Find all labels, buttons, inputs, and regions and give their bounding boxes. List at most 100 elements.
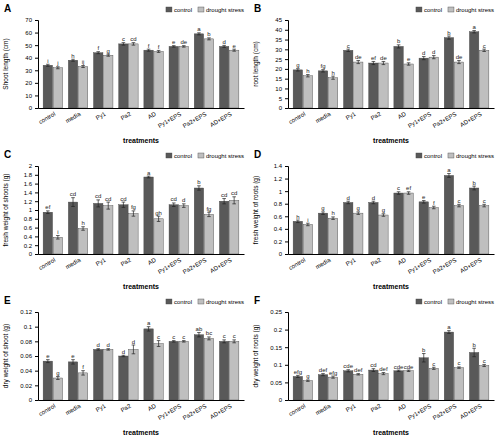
tick-mark [35,83,38,84]
y-axis: 010203040506070 [25,17,38,111]
bar [429,368,438,400]
tick-label: Pa2 [120,111,133,122]
error-bar [457,60,461,63]
tick-label: 0.06 [20,353,32,359]
tick-label: media [64,111,82,125]
tick: 0.06 [20,353,38,359]
bar [169,205,178,254]
legend-item: drought stress [448,7,494,13]
tick: AD [397,108,408,120]
error-bar [306,75,310,77]
letter-label: c [122,36,125,42]
tick-mark [285,59,288,60]
bar [229,50,238,108]
bar [293,221,302,254]
letter-label: e [172,39,176,45]
tick-label: AD+EPS [459,257,483,274]
error-bar [321,374,325,376]
letter-label: a [472,24,476,30]
bar [68,362,77,400]
bar [119,205,128,254]
tick-mark [35,245,38,246]
error-bar [356,374,360,375]
letter-label: g [306,373,309,379]
y-axis: 00.20.40.60.811.21.41.61.82 [24,163,39,257]
error-bar [147,327,151,331]
bar [318,71,327,108]
bar [129,44,138,108]
tick-label: 1.8 [24,172,33,178]
letter-label: f [158,44,160,50]
tick-label: media [314,403,332,417]
bar [53,378,62,400]
error-bar [432,206,436,209]
tick: media [314,108,332,124]
bar [444,38,453,108]
letter-label: g [296,62,299,68]
bar [94,349,103,400]
legend-label: control [174,7,192,13]
letter-label: b [397,38,401,44]
letter-label: bc [206,330,212,336]
tick: Pa2 [370,400,383,413]
tick: 0.12 [20,309,38,315]
error-bar [482,49,486,51]
letter-label: c [483,358,486,364]
tick: 60 [25,30,38,36]
bar [229,341,238,400]
tick-label: 40 [25,55,32,61]
error-bar [447,36,451,39]
tick-label: control [38,111,57,125]
tick: Pa2 [120,400,133,413]
tick-label: 45 [275,17,282,23]
letter-label: ef [406,185,411,191]
tick-label: Py1 [345,111,358,122]
tick: 1.4 [24,190,38,196]
tick-mark [35,385,38,386]
letter-label: h [81,220,84,226]
letter-label: cd [370,362,376,368]
letter-label: j [56,60,58,66]
error-bar [106,54,110,56]
y-axis-title: Shoot length (cm) [2,38,10,89]
bar [328,218,337,254]
tick: 10 [25,93,38,99]
error-bar [207,337,211,340]
tick: Py1+EPS [157,400,182,421]
letter-label: f [82,364,84,370]
tick-mark [35,371,38,372]
letter-label: cd [105,196,111,202]
legend-item: drought stress [448,299,494,305]
error-bar [46,211,50,214]
tick: 0 [29,251,38,257]
tick-mark [35,108,38,109]
tick: control [288,108,307,125]
tick: 30 [25,68,38,74]
legend-label: drought stress [206,299,244,305]
tick-mark [285,30,288,31]
legend-swatch [166,153,172,158]
bar [354,62,363,108]
legend-label: control [174,299,192,305]
bar [144,329,153,400]
tick: 0.02 [20,383,38,389]
tick: 35 [275,37,288,43]
tick: 1.2 [274,176,288,182]
letter-label: g [357,205,360,211]
tick: AD+EPS [209,254,233,274]
letter-label: de [456,54,463,60]
error-bar [96,52,100,54]
bar [219,201,228,254]
y-axis: 00.050.10.150.20.25 [270,309,288,403]
error-bar [96,349,100,350]
letter-label: e [46,353,50,359]
legend: controldrought stress [416,299,494,305]
letter-label: c [457,360,460,366]
error-bar [482,204,486,207]
tick-label: media [314,257,332,271]
bar [454,368,463,400]
tick: 0 [279,397,288,403]
tick-label: AD+EPS [209,111,233,128]
error-bar [321,212,325,215]
x-axis-title: treatments [373,429,409,436]
